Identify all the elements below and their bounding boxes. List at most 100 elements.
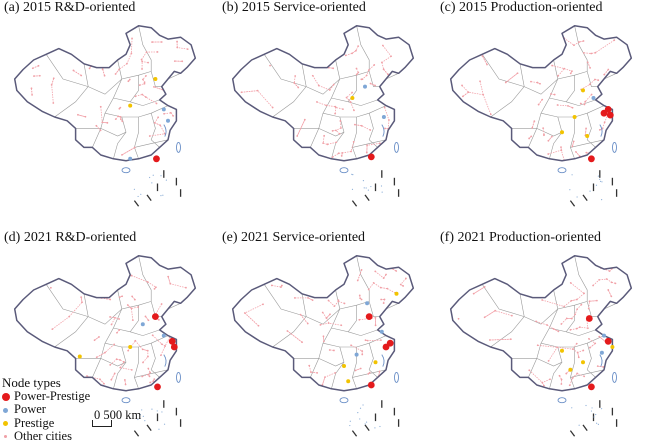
power-prestige-node [386,339,394,347]
city-link [296,119,306,137]
other-city-point [488,339,491,341]
island-dot [571,174,573,176]
legend-label: Power [14,402,46,417]
province-border [540,335,605,348]
other-city-point [570,317,573,320]
city-link [368,64,375,71]
province-border [150,343,160,378]
city-link [52,316,70,330]
city-link [350,141,355,152]
city-link [542,378,551,383]
island-dot [160,175,162,177]
other-city-point [607,289,610,291]
other-city-point [573,44,575,47]
city-link [77,114,86,118]
taiwan-island [394,141,399,153]
other-city-point [141,60,144,63]
province-border [113,116,127,159]
other-city-point [160,41,163,43]
other-city-point [574,313,577,316]
other-city-point [138,84,141,87]
province-border [150,71,162,87]
province-border [603,73,617,80]
other-city-point [118,296,121,299]
other-city-point [50,84,53,86]
province-border [104,105,169,118]
power-prestige-icon [2,392,10,401]
other-city-point [327,322,330,325]
power-prestige-node [585,315,593,322]
province-border [586,343,596,378]
island-dot [151,182,153,184]
city-link [287,330,303,343]
prestige-node [572,115,577,119]
island-dot [576,196,578,198]
other-city-point [383,298,386,301]
other-city-point [356,279,359,282]
other-city-point [367,288,370,291]
other-city-point [541,98,544,101]
province-border [566,329,596,336]
island-dash [364,424,370,431]
other-city-point [381,44,384,47]
national-border [231,25,415,162]
province-border [574,255,588,302]
city-link [573,41,580,46]
other-city-point [321,311,324,314]
other-city-point [586,327,589,330]
city-link [293,75,296,84]
other-city-point [461,84,463,87]
city-link [599,336,606,342]
other-city-point [569,72,572,75]
other-city-point [68,315,71,318]
other-city-point [130,368,133,371]
city-link [587,62,591,68]
other-city-point [560,146,562,149]
other-city-point [117,115,120,118]
city-link [597,365,604,368]
other-city-point [579,326,581,329]
other-city-point [149,381,152,384]
other-city-point [334,106,337,109]
city-link [561,318,568,325]
island-dot [137,418,139,421]
province-border [368,71,380,87]
other-city-point [271,106,274,109]
other-city-point [332,67,335,70]
city-link [557,104,568,107]
other-city-point [543,384,545,387]
city-link [375,271,384,279]
city-link [308,365,312,373]
legend-label: Power-Prestige [14,389,91,404]
city-link [142,374,149,377]
other-city-point [114,316,116,319]
city-link [368,282,374,290]
province-border [528,59,559,148]
other-city-point [596,365,599,368]
city-link [115,69,120,75]
province-border [167,73,181,80]
other-city-point [353,109,355,112]
province-border [100,128,127,137]
panel-c: (c) 2015 Production-oriented [436,0,646,212]
other-city-point [342,108,344,111]
other-city-point [384,127,386,130]
other-city-point [558,374,561,377]
other-city-point [147,355,149,358]
island-dot [599,178,601,181]
city-link [170,283,187,289]
other-city-point [86,375,88,377]
other-city-point [306,322,309,325]
city-link [381,55,392,63]
other-city-point [158,318,160,321]
other-city-point [588,346,591,349]
island-dot [601,199,603,201]
legend-item-other-cities: Other cities [2,429,90,443]
city-link [100,106,103,123]
other-city-point [461,95,464,98]
power-prestige-node [365,313,373,320]
city-link [462,91,469,97]
prestige-node [128,103,133,108]
city-link [572,373,578,379]
other-city-point [72,69,75,72]
